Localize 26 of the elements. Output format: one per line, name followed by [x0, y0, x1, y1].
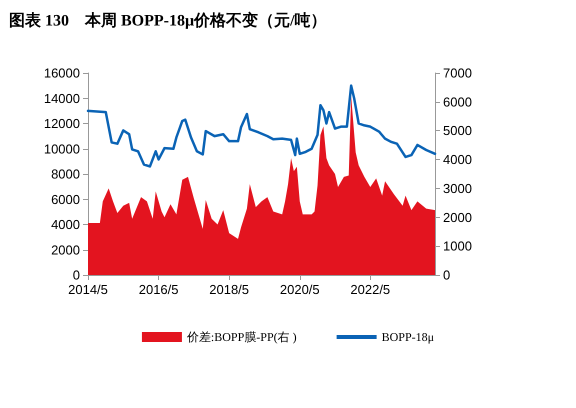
line-series — [86, 84, 436, 168]
y2-tick-label: 7000 — [443, 66, 472, 80]
x-tick-label: 2020/5 — [280, 282, 320, 297]
legend-label: BOPP-18μ — [382, 330, 434, 344]
y-tick-label: 8000 — [51, 166, 80, 182]
x-tick-label: 2016/5 — [138, 282, 178, 297]
x-tick-label: 2014/5 — [68, 282, 108, 297]
y-tick-label: 0 — [72, 268, 80, 282]
y-tick-label: 6000 — [51, 192, 80, 207]
y2-tick-label: 6000 — [443, 94, 472, 110]
y2-tick-label: 3000 — [443, 180, 472, 196]
y2-tick-label: 5000 — [443, 123, 472, 138]
chart-title: 图表 130 本周 BOPP-18μ价格不变（元/吨） — [9, 12, 327, 30]
x-tick-label: 2022/5 — [350, 282, 390, 297]
y-tick-label: 2000 — [51, 242, 80, 258]
x-tick-label: 2018/5 — [209, 282, 250, 297]
y2-tick-label: 2000 — [443, 210, 472, 225]
y2-tick-label: 4000 — [443, 152, 472, 168]
y2-tick-label: 0 — [443, 268, 450, 282]
legend-label: 价差:BOPP膜-PP(右 ) — [186, 330, 297, 344]
y-tick-label: 16000 — [44, 66, 80, 80]
y-tick-label: 10000 — [44, 141, 80, 156]
y2-tick-label: 1000 — [443, 238, 472, 254]
y-tick-label: 14000 — [44, 90, 80, 106]
y-tick-label: 4000 — [51, 217, 80, 232]
y-tick-label: 12000 — [44, 116, 80, 131]
